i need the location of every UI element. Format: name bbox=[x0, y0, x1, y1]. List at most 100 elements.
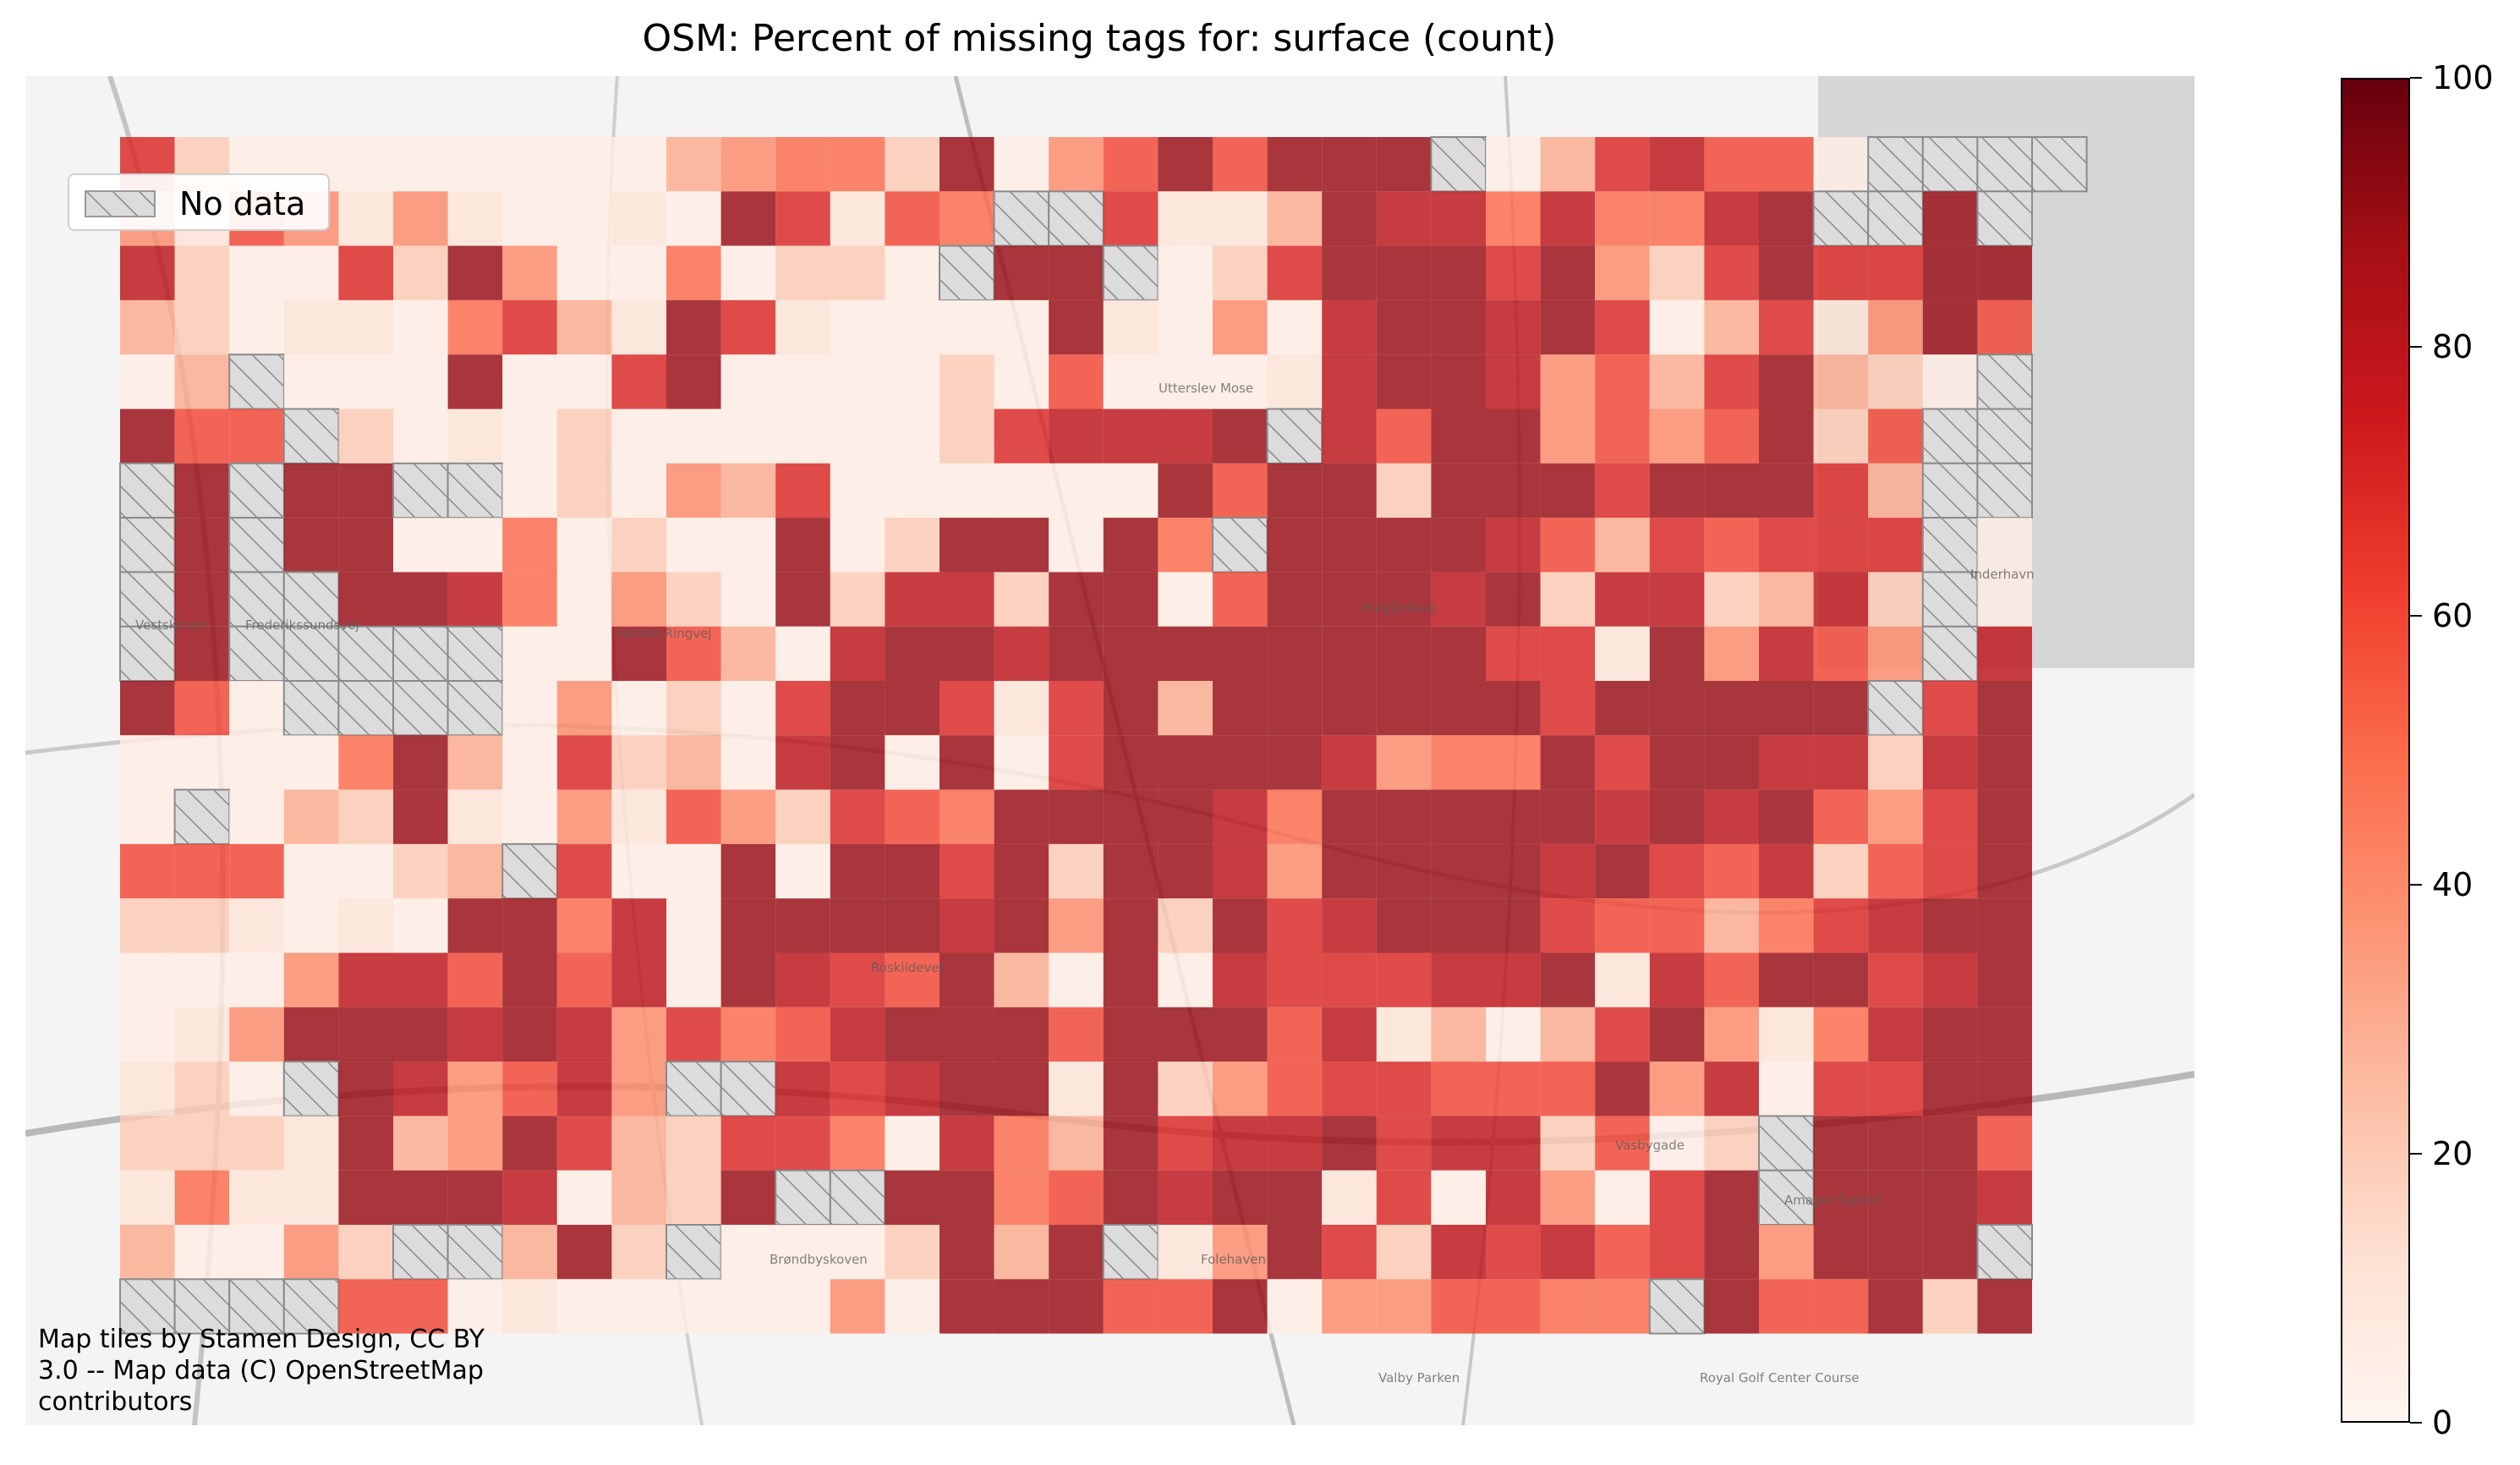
heatmap-cell bbox=[1267, 789, 1323, 844]
heatmap-cell bbox=[940, 789, 994, 844]
heatmap-cell bbox=[338, 463, 393, 519]
heatmap-cell bbox=[120, 409, 175, 464]
heatmap-cell bbox=[556, 1225, 612, 1280]
heatmap-cell bbox=[1922, 1116, 1978, 1171]
heatmap-cell bbox=[1322, 354, 1377, 409]
heatmap-cell bbox=[611, 626, 666, 681]
map-label: Vasbygade bbox=[1615, 1138, 1685, 1153]
heatmap-cell bbox=[1103, 735, 1159, 790]
heatmap-cell bbox=[1431, 1116, 1486, 1171]
heatmap-cell bbox=[1376, 299, 1432, 355]
heatmap-cell bbox=[556, 299, 612, 355]
heatmap-cell bbox=[502, 299, 557, 355]
heatmap-cell bbox=[283, 843, 339, 899]
heatmap-cell bbox=[556, 681, 612, 736]
heatmap-cell bbox=[1922, 1062, 1978, 1117]
heatmap-cell-no-data bbox=[228, 354, 285, 410]
heatmap-cell bbox=[830, 1225, 885, 1280]
colorbar-tick-label: 40 bbox=[2432, 866, 2473, 903]
heatmap-cell bbox=[1540, 843, 1596, 899]
heatmap-cell bbox=[1049, 735, 1104, 790]
heatmap-cell bbox=[830, 354, 885, 409]
heatmap-cell bbox=[885, 1116, 940, 1171]
heatmap-cell bbox=[1595, 735, 1650, 790]
heatmap-cell bbox=[502, 245, 557, 300]
heatmap-cell bbox=[174, 952, 230, 1007]
heatmap-cell bbox=[720, 191, 776, 246]
heatmap-cell bbox=[174, 299, 230, 355]
heatmap-cell bbox=[502, 191, 557, 246]
heatmap-cell bbox=[502, 952, 557, 1007]
heatmap-cell bbox=[1813, 1007, 1869, 1062]
heatmap-cell bbox=[666, 137, 721, 192]
heatmap-cell bbox=[1922, 1170, 1978, 1225]
heatmap-cell bbox=[1049, 626, 1104, 681]
heatmap-cell bbox=[1977, 1007, 2032, 1062]
heatmap-cell bbox=[1595, 681, 1650, 736]
heatmap-cell bbox=[1322, 1116, 1377, 1171]
heatmap-cell bbox=[283, 789, 339, 844]
heatmap-cell-no-data bbox=[1048, 190, 1104, 247]
heatmap-cell bbox=[611, 191, 666, 246]
heatmap-cell bbox=[556, 626, 612, 681]
heatmap-cell bbox=[1486, 789, 1541, 844]
heatmap-cell bbox=[1486, 898, 1541, 953]
heatmap-cell bbox=[1322, 245, 1377, 300]
heatmap-cell bbox=[1322, 409, 1377, 464]
heatmap-cell bbox=[1103, 1170, 1159, 1225]
heatmap-cell bbox=[1595, 898, 1650, 953]
heatmap-cell bbox=[283, 354, 339, 409]
heatmap-cell bbox=[1649, 245, 1705, 300]
heatmap-cell bbox=[556, 354, 612, 409]
heatmap-cell bbox=[1267, 1170, 1323, 1225]
heatmap-cell bbox=[1759, 681, 1814, 736]
heatmap-cell bbox=[1049, 409, 1104, 464]
heatmap-cell bbox=[1977, 245, 2032, 300]
heatmap-cell bbox=[393, 789, 448, 844]
heatmap-cell bbox=[611, 572, 666, 627]
colorbar-tick bbox=[2410, 346, 2422, 348]
heatmap-cell bbox=[1649, 191, 1705, 246]
heatmap-cell bbox=[666, 518, 721, 573]
heatmap-cell bbox=[1267, 626, 1323, 681]
heatmap-cell bbox=[1158, 843, 1213, 899]
heatmap-cell bbox=[1977, 843, 2032, 899]
heatmap-cell bbox=[885, 898, 940, 953]
heatmap-cell bbox=[1922, 191, 1978, 246]
heatmap-cell bbox=[1486, 1062, 1541, 1117]
heatmap-cell bbox=[830, 463, 885, 519]
heatmap-cell bbox=[1158, 1116, 1213, 1171]
heatmap-cell bbox=[1267, 1062, 1323, 1117]
heatmap-cell bbox=[1486, 1116, 1541, 1171]
colorbar-tick-label: 0 bbox=[2432, 1404, 2453, 1441]
heatmap-cell bbox=[994, 137, 1049, 192]
heatmap-cell bbox=[666, 409, 721, 464]
heatmap-cell bbox=[393, 245, 448, 300]
heatmap-cell bbox=[174, 681, 230, 736]
heatmap-cell bbox=[994, 735, 1049, 790]
heatmap-cell bbox=[611, 299, 666, 355]
heatmap-cell bbox=[1486, 518, 1541, 573]
heatmap-cell bbox=[1486, 952, 1541, 1007]
heatmap-cell bbox=[393, 1116, 448, 1171]
heatmap-cell bbox=[830, 245, 885, 300]
heatmap-cell bbox=[1977, 898, 2032, 953]
heatmap-cell bbox=[994, 1007, 1049, 1062]
heatmap-cell bbox=[1759, 1225, 1814, 1280]
heatmap-cell bbox=[447, 572, 503, 627]
heatmap-cell bbox=[1977, 789, 2032, 844]
heatmap-cell bbox=[556, 245, 612, 300]
heatmap-cell bbox=[1322, 1225, 1377, 1280]
map-panel[interactable]: No data Utterslev Mose Vestskoven Roskilde… bbox=[25, 76, 2194, 1425]
heatmap-cell bbox=[1431, 299, 1486, 355]
heatmap-cell bbox=[940, 1062, 994, 1117]
heatmap-cell bbox=[885, 354, 940, 409]
map-label: Amager Fælled bbox=[1784, 1193, 1882, 1208]
heatmap-cell bbox=[1376, 789, 1432, 844]
heatmap-cell bbox=[666, 898, 721, 953]
heatmap-cell bbox=[174, 354, 230, 409]
heatmap-cell bbox=[502, 789, 557, 844]
heatmap-cell bbox=[994, 789, 1049, 844]
heatmap-cell bbox=[666, 735, 721, 790]
heatmap-cell-no-data bbox=[446, 625, 504, 683]
